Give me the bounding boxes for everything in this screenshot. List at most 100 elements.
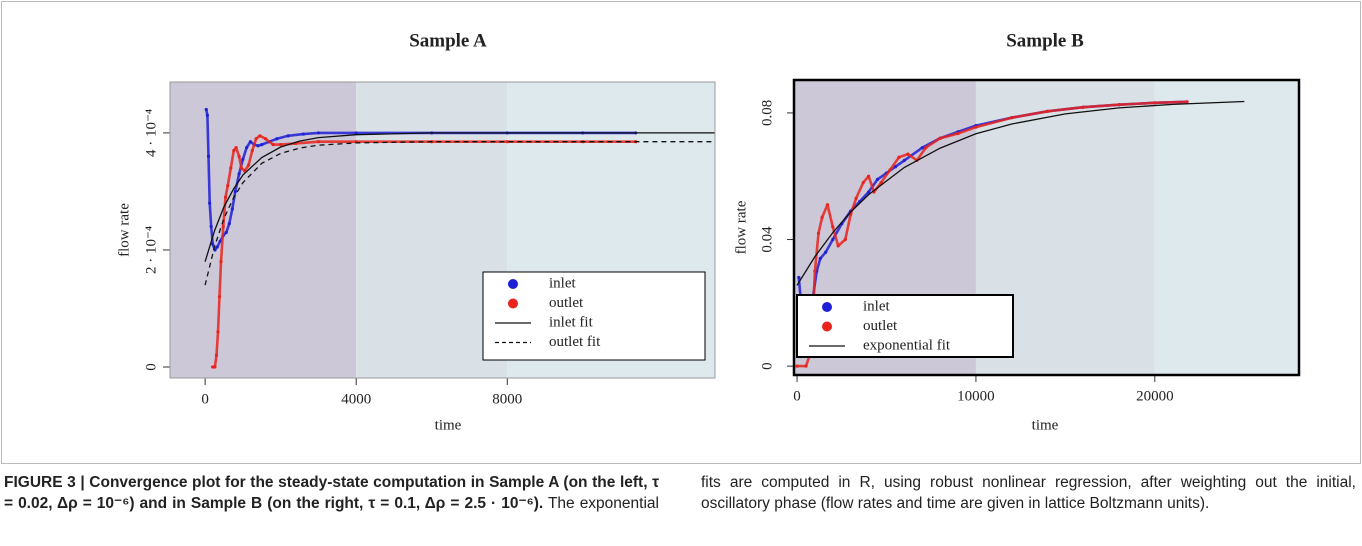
data-point <box>205 113 209 117</box>
data-point <box>818 256 822 261</box>
legend-label: outlet fit <box>549 334 601 350</box>
caption-text: The exponential fits are computed in R, … <box>547 474 1356 512</box>
data-point <box>234 145 238 150</box>
caption-label: FIGURE 3 | <box>4 474 85 491</box>
legend-label: exponential fit <box>863 337 951 353</box>
data-point <box>843 237 847 242</box>
data-point <box>836 244 840 248</box>
legend-label: inlet <box>863 298 890 314</box>
data-point <box>230 207 234 211</box>
plot-frame <box>792 78 1301 377</box>
x-axis-label: time <box>1032 417 1059 433</box>
data-point <box>316 131 321 135</box>
y-tick-label: 2 · 10⁻⁴ <box>143 226 159 274</box>
data-point <box>1153 101 1157 105</box>
y-tick-label: 0 <box>759 362 775 370</box>
plot-area <box>795 100 1245 368</box>
figure-border <box>1 1 1361 464</box>
data-point <box>505 140 509 144</box>
data-point <box>924 146 928 150</box>
x-tick-label: 0 <box>201 391 209 407</box>
data-point <box>219 260 223 264</box>
data-point <box>816 231 821 235</box>
data-point <box>938 136 942 140</box>
data-point <box>854 196 858 200</box>
legend: inlet outlet inlet fit outlet fit <box>482 271 706 361</box>
data-point <box>956 131 960 136</box>
data-point <box>245 145 249 150</box>
data-point <box>879 180 883 185</box>
legend-label: inlet <box>549 275 576 291</box>
x-tick-label: 0 <box>793 388 801 404</box>
data-point <box>974 125 978 129</box>
data-point <box>214 353 219 357</box>
data-point <box>237 154 241 158</box>
data-point <box>824 250 828 254</box>
data-point <box>208 201 212 205</box>
data-point <box>239 166 243 170</box>
data-point <box>217 295 222 299</box>
shaded-region <box>170 82 357 378</box>
legend-marker <box>508 298 518 309</box>
data-point <box>804 364 808 368</box>
plot-frame <box>169 81 716 379</box>
data-point <box>260 143 264 147</box>
y-axis-label: flow rate <box>733 200 749 254</box>
caption-bold: Convergence plot for the steady-state co… <box>4 474 659 512</box>
data-point <box>275 137 279 141</box>
data-point <box>813 269 817 273</box>
data-point <box>286 134 290 138</box>
data-point <box>875 177 880 181</box>
data-point <box>215 245 219 249</box>
chart: Sample A time flow rate 0 4000 8000 0 2 · 10⁻⁴ 4… <box>116 30 716 433</box>
data-point <box>866 174 871 178</box>
fit-line <box>204 141 715 286</box>
shaded-region <box>1154 80 1299 375</box>
data-point <box>216 330 220 334</box>
data-point <box>209 224 213 229</box>
data-point <box>902 158 906 162</box>
data-point <box>831 237 835 242</box>
data-point <box>279 143 283 147</box>
data-point <box>204 107 208 112</box>
legend-label: outlet <box>863 318 898 334</box>
data-point <box>897 155 901 159</box>
data-point <box>211 242 215 246</box>
y-tick-label: 4 · 10⁻⁴ <box>143 109 159 157</box>
data-point <box>213 365 217 369</box>
data-point <box>820 215 824 219</box>
data-point <box>906 152 910 156</box>
data-point <box>258 134 262 138</box>
data-point <box>316 140 321 144</box>
chart: Sample B time flow rate 0 10000 20000 0 0.04 0.0… <box>733 30 1301 433</box>
data-point <box>263 137 268 141</box>
data-point <box>888 168 892 172</box>
data-point <box>1117 103 1121 107</box>
legend-box <box>482 271 706 361</box>
data-point <box>1045 109 1050 113</box>
x-tick-label: 4000 <box>341 391 371 407</box>
y-tick-label: 0.08 <box>759 100 775 126</box>
figure: Sample A time flow rate 0 4000 8000 0 2 · 10⁻⁴ 4… <box>1 1 1361 464</box>
data-point <box>825 203 830 207</box>
x-tick-label: 8000 <box>492 391 522 407</box>
fit-line <box>796 100 1245 286</box>
caption: FIGURE 3 | Convergence plot for the stea… <box>4 472 1356 514</box>
data-point <box>206 154 211 158</box>
data-point <box>241 157 245 161</box>
data-point <box>920 146 924 150</box>
data-point <box>893 165 898 169</box>
data-point <box>861 180 865 185</box>
chart-title: Sample B <box>1006 30 1084 51</box>
y-tick-label: 0.04 <box>759 226 775 253</box>
y-axis-label: flow rate <box>116 203 132 257</box>
data-point <box>227 222 231 226</box>
data-point <box>866 190 871 194</box>
data-point <box>223 195 228 199</box>
legend: inlet outlet exponential fit <box>796 294 1014 358</box>
data-point <box>229 166 233 170</box>
data-point <box>250 148 254 153</box>
data-point <box>354 131 358 135</box>
data-point <box>301 132 305 136</box>
